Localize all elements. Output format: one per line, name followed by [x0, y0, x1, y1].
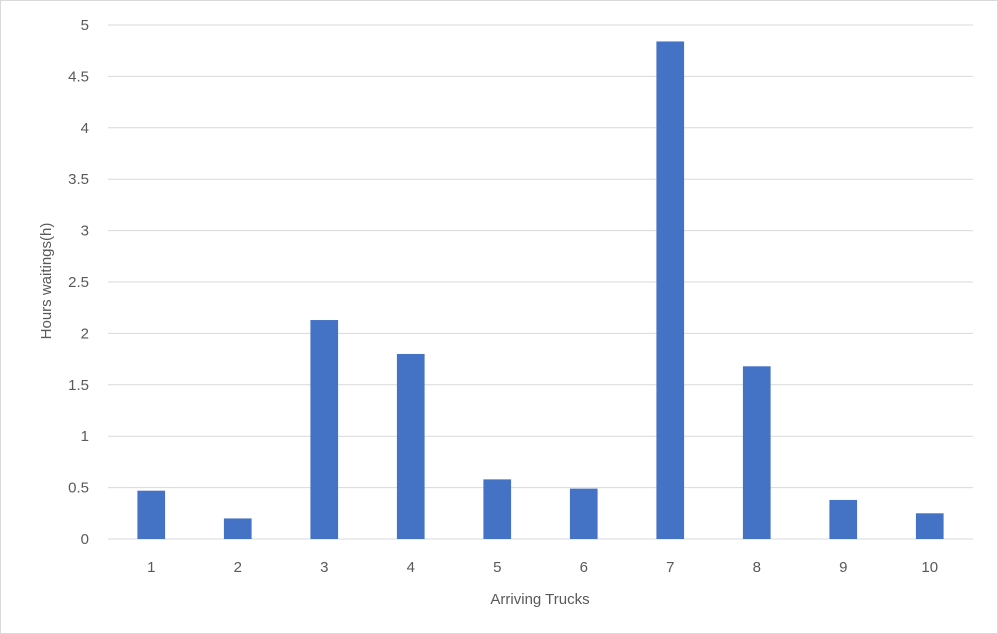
y-tick-label: 4.5 [68, 68, 89, 85]
y-tick-label: 2.5 [68, 274, 89, 291]
y-tick-label: 1.5 [68, 377, 89, 394]
y-tick-label: 0.5 [68, 480, 89, 497]
x-tick-label: 2 [234, 559, 242, 576]
x-tick-label: 10 [921, 559, 938, 576]
gridlines [108, 24, 973, 540]
x-tick-label: 4 [407, 559, 415, 576]
x-tick-label: 8 [753, 559, 761, 576]
x-axis-ticks: 1 2 3 4 5 6 7 8 9 10 [147, 559, 938, 576]
bar [656, 41, 685, 540]
y-tick-label: 4 [81, 120, 89, 137]
bar [569, 488, 598, 539]
bar [915, 513, 944, 539]
x-tick-label: 7 [666, 559, 674, 576]
y-axis-title: Hours waitings(h) [38, 223, 55, 340]
bar [829, 499, 858, 539]
bar [223, 518, 252, 539]
bars [137, 41, 944, 540]
y-tick-label: 1 [81, 428, 89, 445]
y-tick-label: 0 [81, 531, 89, 548]
x-tick-label: 6 [580, 559, 588, 576]
bar [742, 366, 771, 539]
y-tick-label: 2 [81, 325, 89, 342]
y-tick-label: 3.5 [68, 171, 89, 188]
bar [483, 479, 512, 539]
bar [310, 320, 339, 539]
x-tick-label: 9 [839, 559, 847, 576]
x-tick-label: 5 [493, 559, 501, 576]
x-axis-title: Arriving Trucks [490, 591, 589, 608]
y-tick-label: 3 [81, 223, 89, 240]
y-axis-ticks: 0 0.5 1 1.5 2 2.5 3 3.5 4 4.5 5 [68, 17, 89, 548]
x-tick-label: 1 [147, 559, 155, 576]
bar [396, 353, 425, 539]
y-tick-label: 5 [81, 17, 89, 34]
x-tick-label: 3 [320, 559, 328, 576]
bar [137, 490, 166, 539]
